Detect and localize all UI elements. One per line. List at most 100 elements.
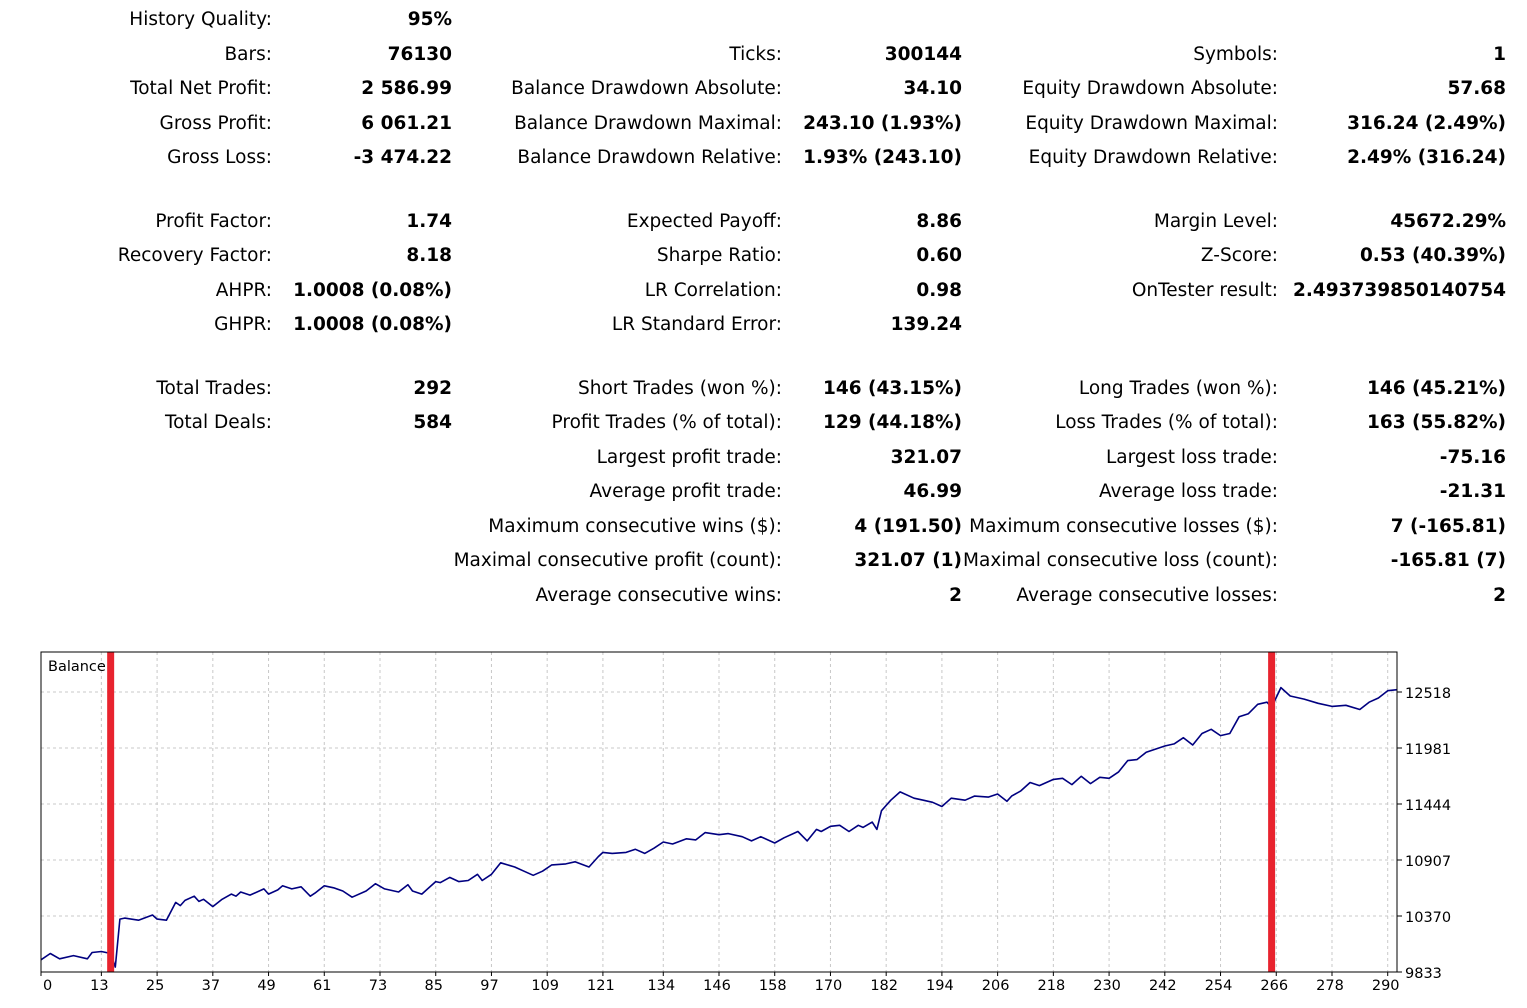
col2-value-12: 4 (191.50): [854, 516, 962, 537]
col1-value-4: -3 474.22: [353, 147, 452, 168]
col3-label-6: OnTester result:: [1131, 280, 1278, 301]
col1-value-7: 1.0008 (0.08%): [293, 280, 452, 301]
x-tick-label: 85: [424, 978, 442, 994]
col3-value-0: 1: [1493, 44, 1506, 65]
col3-label-12: Maximal consecutive loss (count):: [963, 550, 1278, 571]
col1-label-1: Bars:: [224, 44, 272, 65]
col1-value-6: 8.18: [406, 245, 452, 266]
balance-line: [40, 686, 1398, 968]
col2-label-5: Sharpe Ratio:: [656, 245, 782, 266]
col2-label-10: Largest profit trade:: [596, 447, 782, 468]
col2-label-8: Short Trades (won %):: [578, 378, 782, 399]
x-tick-label: 121: [587, 978, 615, 994]
col3-value-13: 2: [1493, 585, 1506, 606]
col1-value-9: 292: [413, 378, 452, 399]
col3-label-5: Z-Score:: [1200, 245, 1278, 266]
col3-value-10: -21.31: [1439, 481, 1506, 502]
col2-value-6: 0.98: [916, 280, 962, 301]
col2-value-2: 243.10 (1.93%): [803, 113, 962, 134]
x-tick-label: 182: [870, 978, 898, 994]
col1-value-10: 584: [413, 412, 452, 433]
col3-value-11: 7 (-165.81): [1390, 516, 1506, 537]
y-tick-label: 11444: [1405, 798, 1451, 814]
x-tick-label: 218: [1038, 978, 1066, 994]
col3-value-2: 316.24 (2.49%): [1347, 113, 1506, 134]
col2-label-3: Balance Drawdown Relative:: [517, 147, 782, 168]
col2-label-4: Expected Payoff:: [626, 211, 782, 232]
y-tick-label: 10370: [1405, 910, 1451, 926]
x-axis-ticks: 0 13 25 37 49 61 73 85 97 109 121 134 146 158 170 182 19…: [40, 972, 1400, 994]
col1-label-2: Total Net Profit:: [130, 78, 272, 99]
col2-value-8: 146 (43.15%): [822, 378, 962, 399]
col2-label-6: LR Correlation:: [644, 280, 782, 301]
chart-grid: [41, 652, 1397, 972]
col1-label-3: Gross Profit:: [159, 113, 273, 134]
col2-value-9: 129 (44.18%): [822, 412, 962, 433]
col2-label-2: Balance Drawdown Maximal:: [514, 113, 782, 134]
col2-value-5: 0.60: [916, 245, 962, 266]
x-tick-label: 109: [531, 978, 559, 994]
col2-value-13: 321.07 (1): [854, 550, 962, 571]
x-tick-label: 37: [202, 978, 220, 994]
x-tick-label: 230: [1093, 978, 1121, 994]
col1-value-1: 76130: [387, 44, 452, 65]
y-tick-label: 9833: [1405, 966, 1442, 982]
col1-label-8: GHPR:: [214, 314, 272, 335]
x-tick-label: 206: [982, 978, 1010, 994]
col3-value-12: -165.81 (7): [1390, 550, 1506, 571]
x-tick-label: 73: [369, 978, 387, 994]
col1-label-6: Recovery Factor:: [117, 245, 272, 266]
col3-label-13: Average consecutive losses:: [1016, 585, 1278, 606]
col3-label-1: Equity Drawdown Absolute:: [1022, 78, 1278, 99]
col1-value-5: 1.74: [406, 211, 452, 232]
col2-value-7: 139.24: [890, 314, 962, 335]
col2-label-12: Maximum consecutive wins ($):: [488, 516, 782, 537]
col2-label-11: Average profit trade:: [589, 481, 782, 502]
col3-label-7: Long Trades (won %):: [1078, 378, 1278, 399]
y-tick-label: 12518: [1405, 686, 1451, 702]
col3-label-2: Equity Drawdown Maximal:: [1025, 113, 1278, 134]
col3-value-1: 57.68: [1447, 78, 1506, 99]
col2-value-0: 300144: [884, 44, 962, 65]
col2-value-4: 8.86: [916, 211, 962, 232]
x-tick-label: 25: [146, 978, 164, 994]
y-tick-label: 10907: [1405, 854, 1451, 870]
x-tick-label: 134: [647, 978, 675, 994]
col2-value-14: 2: [949, 585, 962, 606]
col3-value-5: 0.53 (40.39%): [1359, 245, 1506, 266]
col3-value-3: 2.49% (316.24): [1347, 147, 1506, 168]
col2-value-11: 46.99: [903, 481, 962, 502]
col1-value-0: 95%: [407, 9, 452, 30]
col3-value-8: 163 (55.82%): [1366, 412, 1506, 433]
x-tick-label: 290: [1372, 978, 1400, 994]
x-tick-label: 49: [257, 978, 275, 994]
col2-value-10: 321.07: [890, 447, 962, 468]
col2-label-9: Profit Trades (% of total):: [551, 412, 782, 433]
col3-label-4: Margin Level:: [1153, 211, 1278, 232]
chart-series: [40, 686, 1398, 968]
x-tick-label: 242: [1149, 978, 1177, 994]
col3-value-6: 2.493739850140754: [1293, 280, 1506, 301]
col1-value-3: 6 061.21: [361, 113, 452, 134]
col2-label-7: LR Standard Error:: [611, 314, 782, 335]
col3-label-9: Largest loss trade:: [1106, 447, 1278, 468]
x-tick-label: 61: [313, 978, 331, 994]
col1-label-9: Total Trades:: [156, 378, 272, 399]
x-tick-label: 0: [43, 978, 52, 994]
x-tick-label: 146: [703, 978, 731, 994]
x-tick-label: 170: [815, 978, 843, 994]
col3-label-0: Symbols:: [1193, 44, 1278, 65]
col1-label-10: Total Deals:: [164, 412, 272, 433]
col3-label-10: Average loss trade:: [1098, 481, 1278, 502]
col1-label-5: Profit Factor:: [155, 211, 272, 232]
col1-label-7: AHPR:: [215, 280, 272, 301]
x-tick-label: 13: [90, 978, 108, 994]
x-tick-label: 158: [759, 978, 787, 994]
col1-value-8: 1.0008 (0.08%): [293, 314, 452, 335]
col2-label-0: Ticks:: [729, 44, 782, 65]
col2-value-3: 1.93% (243.10): [803, 147, 962, 168]
x-tick-label: 97: [480, 978, 498, 994]
col1-label-0: History Quality:: [129, 9, 272, 30]
x-tick-label: 278: [1316, 978, 1344, 994]
y-tick-label: 11981: [1405, 742, 1451, 758]
